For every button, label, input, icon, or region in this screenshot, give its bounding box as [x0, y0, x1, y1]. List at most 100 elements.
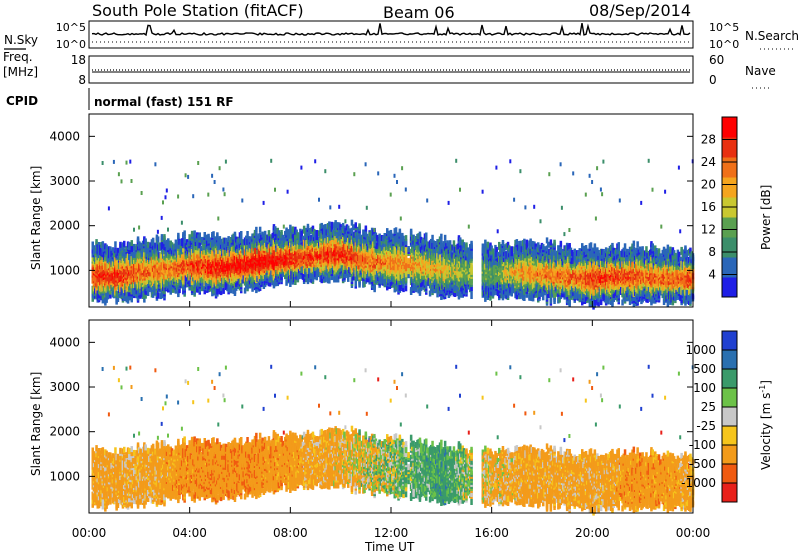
- power-echo-cell: [324, 169, 326, 173]
- power-echo-cell: [167, 228, 169, 232]
- power-echo-cell: [138, 226, 140, 230]
- power-echo-cell: [177, 233, 180, 239]
- power-echo-cell: [347, 226, 350, 232]
- power-echo-cell: [161, 234, 164, 240]
- power-echo-cell: [244, 288, 247, 294]
- station-title: South Pole Station (fitACF): [92, 1, 304, 20]
- noise-right-tick-top: 10^5: [709, 21, 739, 34]
- power-echo-cell: [144, 238, 147, 244]
- power-echo-cell: [177, 195, 179, 199]
- power-echo-cell: [129, 160, 131, 164]
- power-echo-cell: [259, 227, 262, 233]
- power-echo-cell: [219, 166, 221, 170]
- power-echo-cell: [163, 234, 166, 240]
- power-echo-cells: [92, 159, 695, 310]
- power-echo-cell: [183, 236, 186, 242]
- power-echo-cell: [224, 192, 226, 196]
- power-echo-cell: [289, 225, 292, 231]
- power-echo-cell: [216, 289, 219, 295]
- freq-tick-top: 18: [71, 53, 86, 67]
- power-echo-cell: [167, 238, 170, 244]
- power-echo-cell: [225, 160, 227, 164]
- power-echo-cell: [121, 179, 123, 183]
- noise-left-tick-bottom: 10^0: [56, 38, 86, 51]
- power-echo-cell: [131, 240, 134, 246]
- power-echo-cell: [316, 230, 319, 236]
- power-echo-cell: [216, 232, 219, 238]
- power-echo-cell: [119, 242, 122, 248]
- power-echo-cell: [240, 231, 243, 237]
- power-echo-cell: [270, 159, 272, 163]
- power-echo-cell: [227, 284, 230, 290]
- power-echo-cell: [95, 239, 98, 245]
- power-echo-cell: [283, 225, 285, 229]
- freq-tick-bottom: 8: [78, 73, 86, 87]
- power-echo-cell: [274, 226, 277, 232]
- noise-sky-line: [92, 23, 690, 35]
- power-echo-cell: [222, 188, 224, 192]
- power-echo-cell: [321, 223, 324, 229]
- power-echo-cell: [331, 222, 334, 228]
- power-echo-cell: [222, 288, 225, 294]
- power-echo-cell: [133, 244, 136, 250]
- power-echo-cell: [268, 230, 271, 236]
- freq-label: Freq.: [3, 50, 33, 64]
- power-echo-cell: [126, 161, 128, 165]
- power-echo-cell: [307, 224, 310, 230]
- power-echo-cell: [300, 166, 302, 170]
- power-echo-cell: [118, 172, 120, 176]
- power-echo-cell: [102, 161, 104, 165]
- power-echo-cell: [108, 206, 110, 210]
- power-echo-cell: [191, 231, 194, 237]
- power-echo-cell: [193, 230, 196, 236]
- noise-right-tick-bottom: 10^0: [709, 38, 739, 51]
- freq-unit-label: [MHz]: [3, 65, 38, 79]
- frequency-panel: Freq. [MHz] 18 8 60 0 Nave: [3, 50, 776, 88]
- power-echo-cell: [141, 191, 143, 195]
- power-echo-cell: [197, 161, 199, 165]
- power-echo-cell: [157, 236, 160, 242]
- nave-label: Nave: [745, 64, 776, 78]
- power-echo-cell: [352, 224, 355, 230]
- power-echo-cell: [188, 234, 191, 240]
- power-echo-cell: [199, 232, 202, 238]
- power-echo-cell: [201, 237, 204, 243]
- power-echo-cell: [329, 205, 331, 209]
- power-echo-cell: [157, 293, 160, 299]
- power-echo-cell: [131, 179, 133, 183]
- power-echo-cell: [191, 285, 194, 291]
- power-echo-cell: [344, 219, 346, 223]
- nave-tick-bottom: 0: [709, 73, 717, 87]
- power-echo-cell: [274, 188, 276, 192]
- noise-search-label: N.Search: [745, 29, 799, 43]
- nave-tick-top: 60: [709, 53, 724, 67]
- power-echo-cell: [192, 194, 194, 198]
- power-echo-cell: [157, 230, 159, 234]
- power-echo-cell: [255, 227, 258, 233]
- power-echo-cell: [292, 226, 295, 232]
- power-echo-cell: [287, 190, 289, 194]
- cpid-label: CPID: [6, 94, 38, 108]
- power-echo-cell: [338, 205, 340, 209]
- power-echo-cell: [241, 199, 243, 203]
- power-echo-cell: [166, 189, 168, 193]
- power-echo-cell: [133, 228, 135, 232]
- power-echo-cell: [324, 224, 327, 230]
- power-echo-cell: [207, 193, 209, 197]
- power-echo-cell: [211, 174, 213, 178]
- power-echo-cell: [154, 162, 156, 166]
- power-echo-cell: [113, 160, 115, 164]
- power-echo-cell: [161, 216, 163, 220]
- power-echo-cell: [114, 241, 117, 247]
- power-echo-cell: [217, 217, 219, 221]
- power-echo-cell: [200, 246, 203, 252]
- power-echo-cell: [214, 180, 216, 184]
- cpid-mode-text: normal (fast) 151 RF: [94, 95, 234, 109]
- beam-title: Beam 06: [383, 3, 455, 22]
- power-echo-cell: [152, 238, 155, 244]
- power-echo-cell: [123, 241, 126, 247]
- noise-panel: N.Sky 10^5 10^0 10^5 10^0 N.Search: [4, 21, 799, 51]
- power-echo-cell: [294, 279, 297, 285]
- power-echo-cell: [187, 175, 189, 179]
